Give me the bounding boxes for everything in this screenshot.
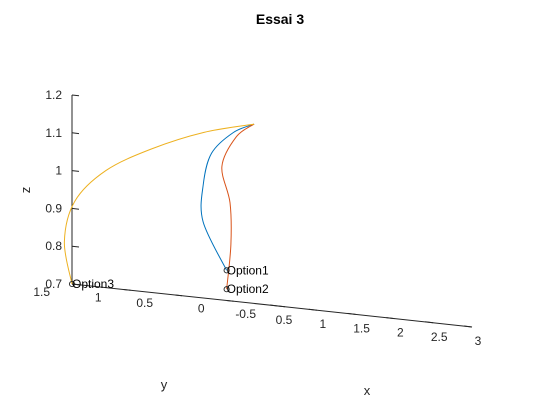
x-tick-label: 1.5 <box>353 321 370 335</box>
series-group <box>64 124 254 289</box>
z-tick-label: 0.9 <box>45 201 62 215</box>
y-tick-label: 0 <box>198 302 205 316</box>
x-tick-label: 1 <box>319 317 326 331</box>
x-tick-mark <box>425 322 433 323</box>
x-tick-mark <box>464 326 472 327</box>
z-tick-mark <box>72 246 79 247</box>
annotation-2: Option2 <box>227 282 269 296</box>
z-axis-label: z <box>18 187 33 194</box>
z-tick-label: 1.1 <box>45 126 62 140</box>
x-tick-label: 2 <box>397 326 404 340</box>
y-tick-mark <box>227 301 234 302</box>
y-tick-mark <box>175 295 182 296</box>
x-axis-line <box>278 306 472 327</box>
z-tick-mark <box>72 133 79 134</box>
y-tick-label: 1.5 <box>33 285 50 299</box>
y-axis-label: y <box>161 377 168 392</box>
z-tick-mark <box>72 171 79 172</box>
z-tick-mark <box>72 208 79 209</box>
x-tick-label: 3 <box>475 334 482 348</box>
annotation-3: Option3 <box>72 277 114 291</box>
x-axis-label: x <box>364 383 371 398</box>
z-tick-label: 1.2 <box>45 88 62 102</box>
annotation-1: Option1 <box>227 263 269 277</box>
y-tick-mark <box>124 290 131 291</box>
x-tick-label: 0.5 <box>276 313 293 327</box>
x-tick-mark <box>348 313 356 314</box>
z-tick-mark <box>72 95 79 96</box>
x-tick-label: 2.5 <box>431 330 448 344</box>
chart-title: Essai 3 <box>256 11 304 27</box>
x-tick-mark <box>270 305 278 306</box>
axes-group: 0.70.80.911.11.2-0.500.511.50.5 1 1.5 2 2.5 3 <box>33 88 481 348</box>
y-tick-label: 0.5 <box>136 296 153 310</box>
x-tick-mark <box>386 318 394 319</box>
z-tick-label: 0.8 <box>45 239 62 253</box>
x-tick-mark <box>309 309 317 310</box>
series-line-3 <box>64 124 254 284</box>
y-tick-label: 1 <box>95 291 102 305</box>
y-tick-label: -0.5 <box>235 307 256 321</box>
y-tick-mark <box>278 306 285 307</box>
series-line-1 <box>201 124 254 270</box>
z-tick-label: 1 <box>55 164 62 178</box>
